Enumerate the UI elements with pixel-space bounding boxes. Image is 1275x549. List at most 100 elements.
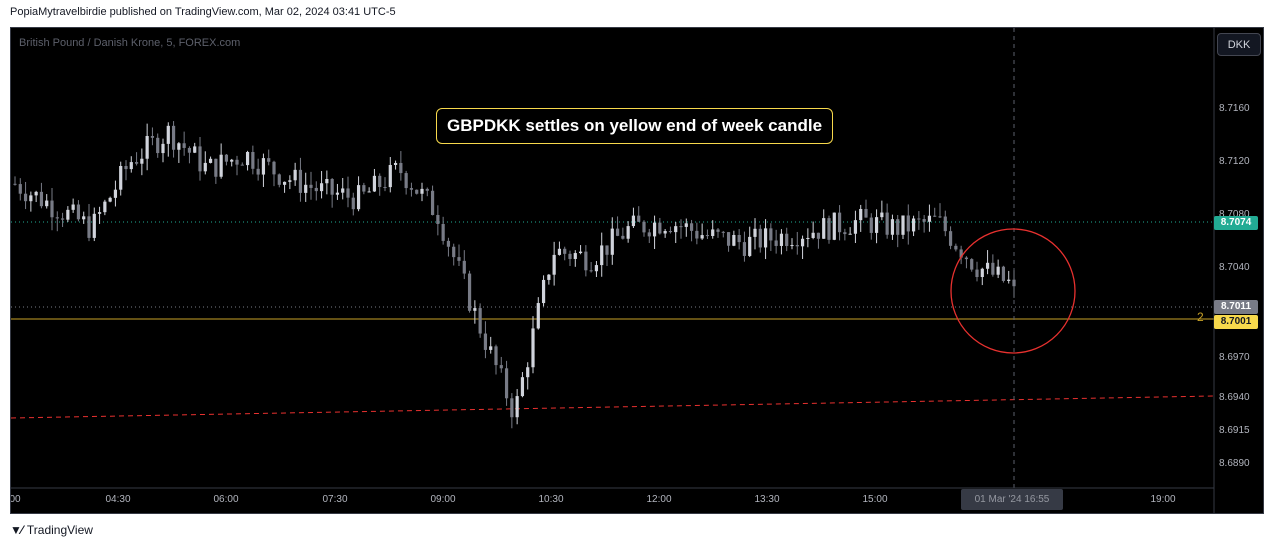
- candle-body: [425, 188, 429, 191]
- candle-body: [822, 218, 826, 239]
- candle-body: [726, 232, 731, 246]
- candle-body: [441, 223, 445, 241]
- candle-body: [578, 251, 583, 254]
- candle-body: [843, 232, 847, 235]
- candle-body: [557, 248, 562, 255]
- candle-body: [515, 396, 519, 418]
- candle-body: [97, 212, 102, 214]
- candle-body: [409, 188, 414, 190]
- candle-body: [600, 245, 604, 266]
- candle-body: [970, 259, 974, 270]
- time-tick: 07:30: [322, 494, 348, 505]
- chart-area[interactable]: British Pound / Danish Krone, 5, FOREX.c…: [10, 27, 1264, 514]
- candle-body: [119, 165, 123, 190]
- candle-body: [1007, 279, 1011, 281]
- candle-body: [705, 235, 710, 237]
- price-tick: 8.7040: [1219, 262, 1250, 273]
- candle-body: [859, 208, 863, 221]
- time-tick: 12:00: [646, 494, 672, 505]
- candle-body: [785, 233, 789, 247]
- candle-body: [668, 231, 673, 233]
- candle-body: [795, 245, 799, 247]
- crosshair-time-label: 01 Mar '24 16:55: [961, 489, 1063, 510]
- candle-body: [346, 188, 350, 198]
- candle-body: [208, 158, 213, 163]
- candle-body: [732, 234, 736, 246]
- trend-line: [11, 395, 1215, 419]
- candle-body: [483, 333, 488, 350]
- candle-body: [853, 220, 858, 234]
- candle-body: [367, 191, 371, 193]
- candle-body: [224, 154, 229, 162]
- candle-body: [55, 217, 59, 219]
- candle-body: [288, 180, 292, 182]
- candle-body: [589, 270, 593, 272]
- candle-body: [816, 232, 821, 239]
- candle-body: [584, 251, 588, 271]
- candle-body: [140, 158, 144, 164]
- candle-body: [626, 226, 630, 239]
- candle-body: [66, 209, 70, 220]
- candle-body: [356, 185, 361, 210]
- candle-body: [203, 162, 207, 172]
- candle-body: [954, 245, 958, 250]
- candle-body: [383, 187, 387, 189]
- candle-body: [985, 262, 990, 269]
- candle-body: [499, 365, 503, 369]
- candle-body: [150, 136, 155, 138]
- price-tick: 8.6940: [1219, 392, 1250, 403]
- candle-body: [304, 184, 308, 193]
- candle-body: [922, 218, 926, 222]
- candle-body: [134, 162, 139, 164]
- candle-body: [325, 179, 329, 184]
- candle-body: [800, 238, 805, 247]
- candle-body: [452, 246, 456, 258]
- candle-body: [510, 398, 514, 418]
- candle-body: [637, 215, 641, 222]
- footer-brand[interactable]: ▼⁄ TradingView: [10, 523, 93, 537]
- candles-group: [13, 121, 1016, 429]
- candle-body: [927, 215, 932, 222]
- symbol-title: British Pound / Danish Krone, 5, FOREX.c…: [19, 37, 241, 49]
- publish-header: PopiaMytravelbirdie published on Trading…: [10, 6, 396, 18]
- candle-body: [520, 377, 525, 397]
- candle-body: [753, 228, 757, 237]
- candle-body: [975, 269, 979, 278]
- candle-body: [864, 208, 868, 218]
- candle-body: [1012, 279, 1016, 287]
- candle-body: [837, 212, 842, 233]
- time-tick: 04:30: [105, 494, 131, 505]
- candle-body: [827, 218, 831, 240]
- time-tick: 10:30: [538, 494, 564, 505]
- candle-body: [351, 197, 355, 210]
- candle-body: [758, 228, 762, 248]
- time-tick: 09:00: [430, 494, 456, 505]
- price-tick: 8.7120: [1219, 156, 1250, 167]
- candle-body: [314, 187, 318, 192]
- candle-body: [108, 197, 112, 202]
- candle-body: [621, 235, 625, 239]
- candle-body: [890, 219, 895, 235]
- candle-body: [171, 125, 176, 150]
- candle-body: [874, 217, 879, 233]
- price-tick: 8.7080: [1219, 209, 1250, 220]
- candle-body: [251, 151, 255, 169]
- candle-body: [689, 223, 694, 231]
- candle-body: [763, 228, 768, 248]
- candle-body: [462, 260, 466, 274]
- candle-body: [378, 175, 382, 188]
- annotation-callout[interactable]: GBPDKK settles on yellow end of week can…: [436, 108, 834, 144]
- candle-body: [187, 147, 192, 153]
- candle-body: [742, 242, 747, 256]
- price-plot[interactable]: [11, 28, 1264, 514]
- support-line-label: 2: [1197, 310, 1204, 324]
- candle-body: [906, 215, 910, 232]
- candle-body: [362, 185, 366, 192]
- candle-body: [901, 215, 905, 235]
- candle-body: [642, 221, 646, 233]
- candle-body: [415, 189, 419, 194]
- candle-body: [769, 228, 773, 241]
- candle-body: [658, 222, 662, 234]
- currency-button[interactable]: DKK: [1217, 33, 1261, 56]
- candle-body: [504, 368, 509, 399]
